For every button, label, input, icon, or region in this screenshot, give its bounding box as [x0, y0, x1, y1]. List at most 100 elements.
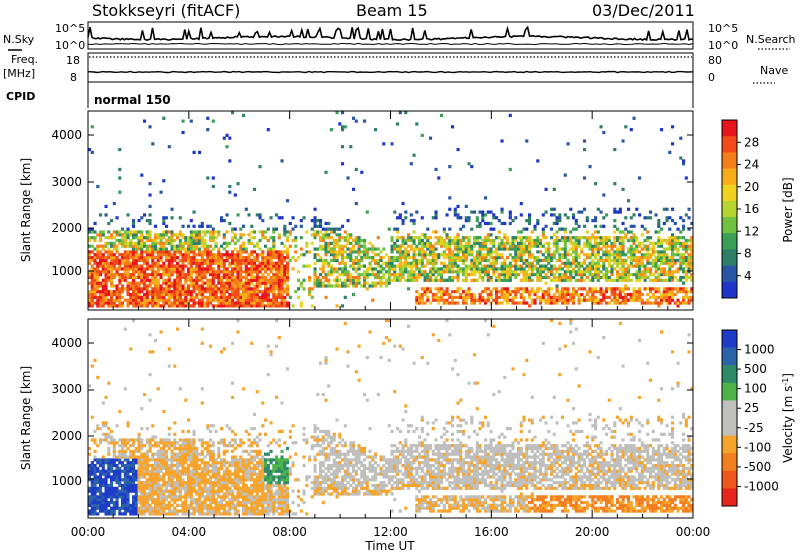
heatmap-cell [156, 281, 160, 285]
heatmap-cell [473, 241, 477, 245]
heatmap-cell [198, 261, 202, 265]
heatmap-cell [112, 492, 116, 496]
heatmap-cell [316, 219, 320, 223]
heatmap-cell [239, 273, 243, 277]
heatmap-cell [431, 278, 435, 282]
heatmap-cell [629, 261, 633, 265]
heatmap-cell [134, 503, 138, 507]
heatmap-cell [294, 290, 298, 294]
heatmap-cell [154, 295, 158, 299]
heatmap-cell [442, 264, 446, 268]
heatmap-cell [250, 230, 254, 234]
heatmap-cell [327, 241, 331, 245]
heatmap-cell [118, 273, 122, 277]
heatmap-cell [445, 292, 449, 297]
heatmap-cell [288, 221, 292, 226]
heatmap-cell [616, 210, 620, 214]
heatmap-cell [624, 267, 628, 271]
heatmap-cell [627, 250, 631, 254]
heatmap-cell [126, 486, 130, 490]
heatmap-cell [486, 287, 490, 291]
heatmap-cell [181, 267, 185, 271]
heatmap-cell [231, 261, 235, 265]
heatmap-cell [594, 230, 598, 234]
heatmap-cell [110, 241, 114, 245]
heatmap-cell [431, 264, 435, 268]
heatmap-cell [225, 275, 229, 280]
heatmap-cell [123, 449, 127, 453]
heatmap-cell [426, 253, 430, 257]
heatmap-cell [346, 273, 350, 277]
heatmap-cell [566, 292, 570, 297]
heatmap-cell [522, 290, 526, 294]
heatmap-cell [104, 512, 108, 516]
heatmap-cell [613, 258, 617, 263]
heatmap-cell [272, 295, 276, 299]
heatmap-cell [398, 275, 402, 280]
heatmap-cell [148, 503, 152, 507]
heatmap-cell [107, 469, 111, 473]
heatmap-cell [137, 463, 141, 468]
heatmap-cell [176, 295, 180, 299]
heatmap-cell [456, 244, 460, 248]
heatmap-cell [660, 253, 664, 257]
heatmap-cell [404, 250, 408, 254]
heatmap-cell [605, 275, 609, 280]
heatmap-cell [176, 267, 180, 271]
heatmap-cell [181, 463, 185, 468]
heatmap-cell [643, 273, 647, 277]
heatmap-cell [187, 258, 191, 263]
heatmap-cell [291, 304, 295, 308]
heatmap-cell [211, 304, 215, 308]
heatmap-cell [599, 236, 603, 240]
heatmap-cell [547, 255, 551, 260]
heatmap-cell [574, 219, 578, 223]
heatmap-cell [203, 287, 207, 291]
heatmap-cell [640, 273, 644, 277]
heatmap-cell [140, 230, 144, 234]
heatmap-cell [132, 472, 136, 476]
heatmap-cell [104, 475, 108, 479]
heatmap-cell [376, 264, 380, 268]
heatmap-cell [244, 207, 248, 211]
heatmap-cell [561, 273, 565, 277]
heatmap-cell [486, 253, 490, 257]
heatmap-cell [508, 298, 512, 302]
heatmap-cell [294, 250, 298, 254]
heatmap-cell [148, 492, 152, 496]
heatmap-cell [486, 295, 490, 299]
heatmap-cell [475, 261, 479, 265]
heatmap-cell [93, 358, 97, 362]
heatmap-cell [555, 284, 559, 288]
heatmap-cell [508, 167, 512, 172]
heatmap-cell [541, 275, 545, 280]
heatmap-cell [242, 258, 246, 263]
heatmap-cell [445, 298, 449, 302]
heatmap-cell [319, 224, 323, 228]
heatmap-cell [176, 281, 180, 285]
heatmap-cell [352, 238, 356, 243]
heatmap-cell [385, 281, 389, 285]
heatmap-cell [165, 264, 169, 268]
heatmap-cell [442, 244, 446, 248]
heatmap-cell [107, 275, 111, 280]
heatmap-cell [228, 255, 232, 260]
heatmap-cell [173, 452, 177, 456]
heatmap-cell [332, 241, 336, 245]
heatmap-cell [211, 287, 215, 291]
heatmap-cell [101, 247, 105, 251]
heatmap-cell [299, 281, 303, 285]
heatmap-cell [101, 270, 105, 274]
heatmap-cell [519, 241, 523, 245]
heatmap-cell [137, 481, 141, 485]
heatmap-cell [110, 509, 114, 513]
heatmap-cell [126, 498, 130, 502]
heatmap-cell [393, 255, 397, 260]
heatmap-cell [379, 278, 383, 282]
heatmap-cell [594, 216, 598, 220]
heatmap-cell [651, 244, 655, 248]
heatmap-cell [500, 247, 504, 251]
heatmap-cell [495, 275, 499, 280]
heatmap-cell [420, 264, 424, 268]
heatmap-cell [464, 290, 468, 294]
